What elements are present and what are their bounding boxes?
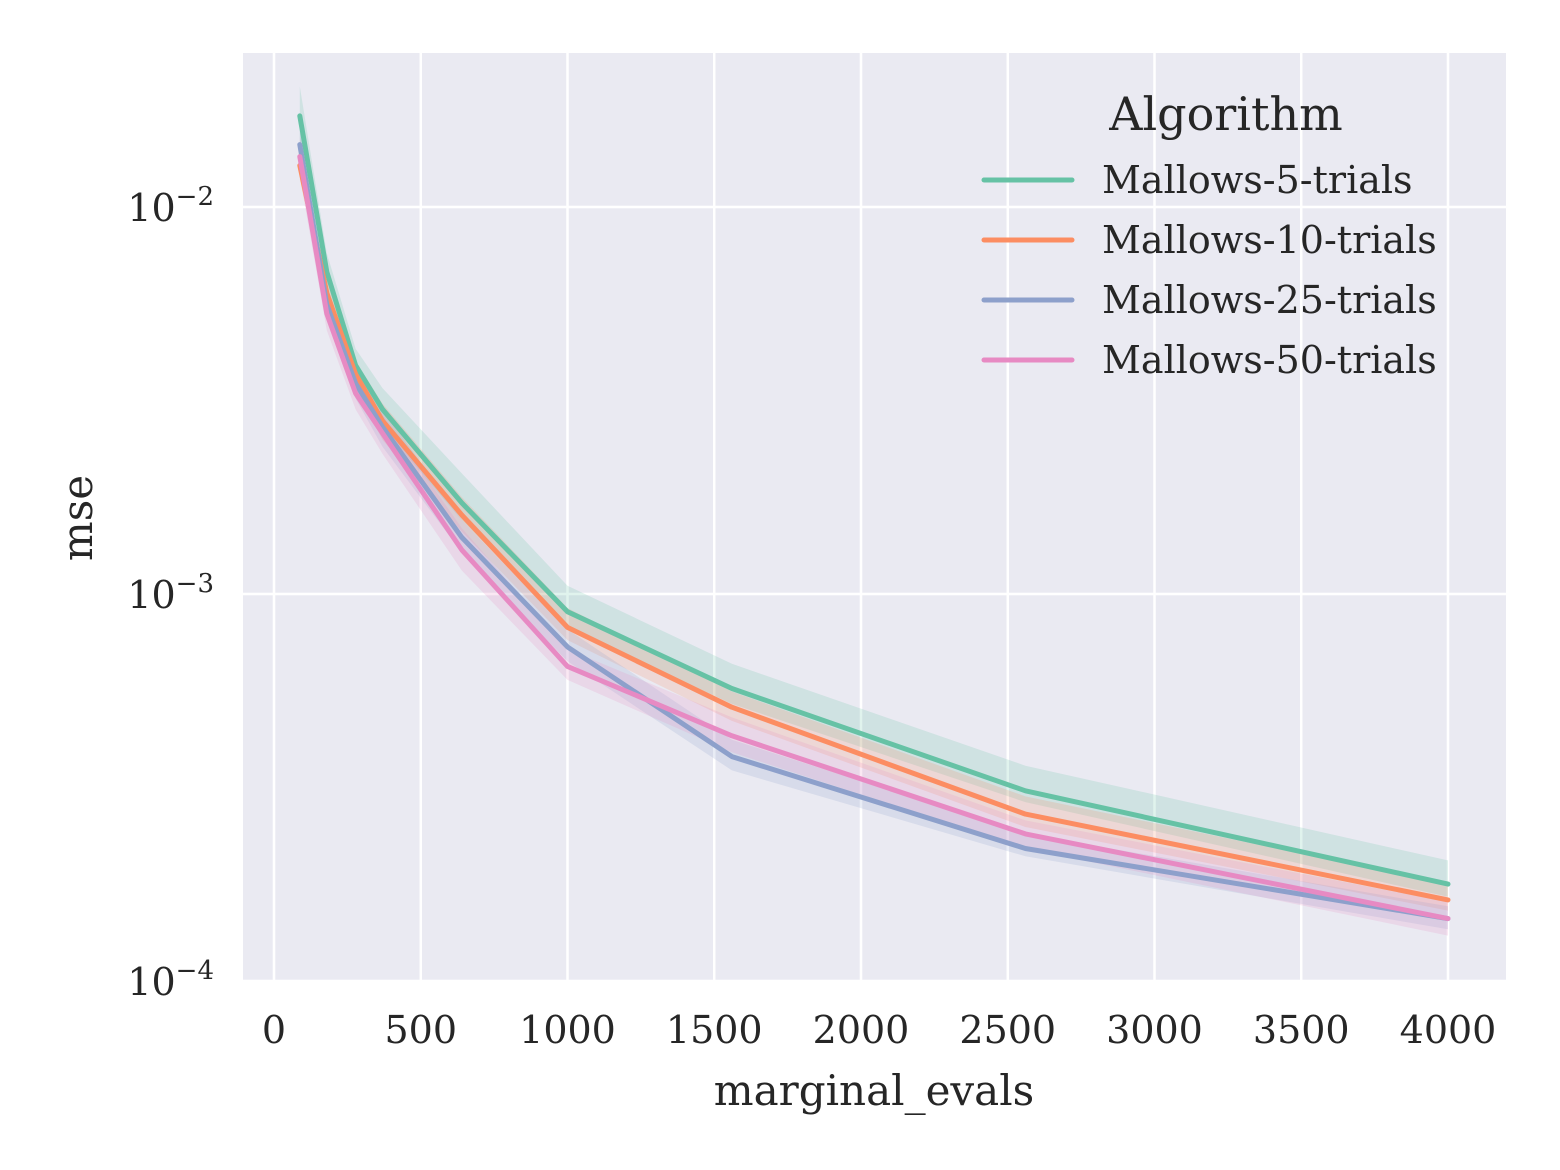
y-tick-label: 10−3 — [127, 569, 214, 617]
legend-entry: Mallows-25-trials — [1102, 278, 1437, 322]
y-axis-ticks: 10−2 10−3 10−4 — [127, 182, 214, 1004]
x-tick-label: 0 — [262, 1008, 286, 1052]
x-tick-label: 2500 — [959, 1008, 1056, 1052]
line-mallows-5-trials — [297, 113, 1451, 887]
x-tick-label: 2000 — [813, 1008, 910, 1052]
grid-lines — [243, 53, 1506, 983]
legend-title: Algorithm — [1108, 87, 1343, 141]
legend-entry: Mallows-10-trials — [1102, 218, 1437, 262]
x-tick-label: 1000 — [519, 1008, 616, 1052]
y-tick-label: 10−4 — [127, 956, 214, 1004]
y-tick-label: 10−2 — [127, 182, 214, 230]
legend-entry: Mallows-50-trials — [1102, 338, 1437, 382]
legend: Algorithm Mallows-5-trials Mallows-10-tri… — [981, 87, 1437, 382]
line-mallows-10-trials — [297, 163, 1451, 903]
x-axis-ticks: 0 500 1000 1500 2000 2500 3000 3500 4000 — [262, 1008, 1496, 1052]
x-tick-label: 3500 — [1253, 1008, 1350, 1052]
band-mallows-50-trials — [299, 136, 1448, 936]
line-mallows-50-trials — [297, 154, 1451, 922]
legend-entry: Mallows-5-trials — [1102, 158, 1413, 202]
x-tick-label: 500 — [384, 1008, 457, 1052]
y-axis-title: mse — [53, 475, 102, 561]
band-mallows-5-trials — [299, 86, 1448, 897]
x-axis-title: marginal_evals — [714, 1066, 1034, 1115]
x-tick-label: 3000 — [1106, 1008, 1203, 1052]
series-lines — [297, 113, 1451, 922]
x-tick-label: 1500 — [666, 1008, 763, 1052]
line-mallows-25-trials — [297, 142, 1451, 922]
x-tick-label: 4000 — [1400, 1008, 1497, 1052]
